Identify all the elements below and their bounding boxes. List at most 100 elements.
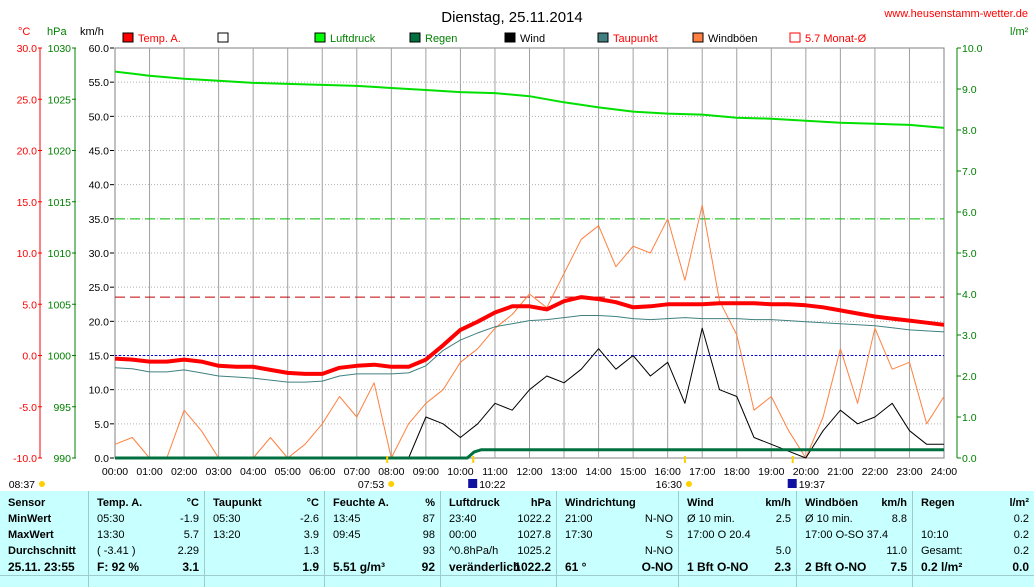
rain-tick-label: 2.0 — [962, 371, 977, 383]
stats-current: 2 Bft O-NO 7.5 — [797, 560, 913, 575]
pressure-tick-label: 1010 — [48, 248, 72, 260]
chart-legend: Temp. A. Luftdruck Regen Wind Taupunkt Windbö… — [122, 32, 867, 45]
stats-current: 1 Bft O-NO 2.3 — [679, 560, 797, 575]
wind-tick-label: 40.0 — [89, 180, 110, 192]
stats-row-label: 17:00 O 20.4 — [687, 529, 751, 541]
stats-row-value: N-NO — [644, 545, 673, 557]
stats-row-value: -2.6 — [300, 513, 319, 525]
x-tick-label: 09:00 — [413, 466, 439, 478]
stats-header: Windböen km/h — [797, 496, 913, 511]
temp-tick-label: 25.0 — [17, 94, 38, 106]
wind-tick-label: 55.0 — [89, 77, 110, 89]
stats-header-label: Wind — [687, 497, 714, 509]
legend-swatch — [314, 32, 326, 43]
stats-row-value: 87 — [422, 513, 435, 525]
sensor-header: Sensor — [8, 497, 46, 509]
stats-row: 23:40 1022.2 — [441, 512, 557, 527]
stats-row-label: 13:30 — [97, 529, 125, 541]
stats-row: ^0.8hPa/h 1025.2 — [441, 544, 557, 559]
temp-tick-label: 0.0 — [22, 351, 37, 363]
stats-row: ( -3.41 ) 2.29 — [89, 544, 205, 559]
x-tick-label: 01:00 — [136, 466, 162, 478]
stats-current-label: 5.51 g/m³ — [333, 560, 386, 574]
rain-tick-label: 7.0 — [962, 166, 977, 178]
stats-row: 13:30 5.7 — [89, 528, 205, 543]
temp-tick-label: 20.0 — [17, 146, 38, 158]
stats-row: 0.2 — [913, 512, 1034, 527]
stats-column-feuchte: Feuchte A.% 13:45 87 09:45 98 93 5.51 g/m³ 92 — [324, 491, 441, 587]
stats-current-label: 0.2 l/m² — [921, 560, 963, 574]
rain-tick-label: 1.0 — [962, 412, 977, 424]
sensor-column: Sensor MinWert MaxWert Durchschnitt 25.1… — [0, 491, 88, 587]
x-tick-label: 02:00 — [171, 466, 197, 478]
stats-column-windrichtung: Windrichtung 21:00 N-NO 17:30 S N-NO 61 ° O-NO — [556, 491, 679, 587]
max-label: MaxWert — [8, 529, 54, 541]
stats-current-value: 1.9 — [302, 560, 319, 574]
legend-label: 5.7 Monat-Ø — [805, 33, 867, 45]
stats-header-value: °C — [186, 497, 199, 509]
moon-icon — [787, 479, 797, 488]
stats-header-value: hPa — [530, 497, 551, 509]
stats-row-label: 00:00 — [449, 529, 477, 541]
stats-current: veränderlich 1022.2 — [441, 560, 557, 575]
wind-tick-label: 25.0 — [89, 282, 110, 294]
stats-row: 17:30 S — [557, 528, 679, 543]
sun-moon-events: 08:37 07:53 10:22 16:30 19:37 — [9, 456, 825, 491]
moon-time-label: 19:37 — [799, 479, 825, 491]
stats-current-value: 7.5 — [890, 560, 907, 574]
stats-current-value: 3.1 — [182, 560, 199, 574]
stats-row: 05:30 -2.6 — [205, 512, 325, 527]
stats-current-value: 1022.2 — [514, 560, 551, 574]
pressure-tick-label: 1030 — [48, 43, 72, 55]
moon-icon — [468, 479, 478, 488]
stats-row-value: 0.2 — [1013, 529, 1029, 541]
pressure-tick-label: 995 — [53, 402, 71, 414]
stats-row: Gesamt: 0.2 — [913, 544, 1034, 559]
legend-label: Regen — [425, 33, 457, 45]
temp-unit-label: °C — [18, 26, 30, 38]
stats-column-wind: Wind km/h Ø 10 min. 2.5 17:00 O 20.4 5.0 1 Bft… — [678, 491, 797, 587]
rain-tick-label: 6.0 — [962, 207, 977, 219]
sun-icon — [685, 481, 692, 487]
stats-row-label: 05:30 — [213, 513, 241, 525]
stats-row-label: 17:30 — [565, 529, 593, 541]
rain-tick-label: 8.0 — [962, 125, 977, 137]
pressure-tick-label: 1020 — [48, 146, 72, 158]
stats-current: 5.51 g/m³ 92 — [325, 560, 441, 575]
x-tick-label: 18:00 — [724, 466, 750, 478]
stats-row-label: 23:40 — [449, 513, 477, 525]
series-line-regen — [115, 448, 944, 460]
stats-panel: Sensor MinWert MaxWert Durchschnitt 25.1… — [0, 491, 1034, 587]
stats-column-temp: Temp. A. °C 05:30 -1.9 13:30 5.7 ( -3.41 ) 2.29… — [88, 491, 205, 587]
wind-tick-label: 30.0 — [89, 248, 110, 260]
x-tick-label: 04:00 — [240, 466, 266, 478]
stats-column-regen: Regen l/m² 0.2 10:10 0.2 Gesamt: 0.2 0.2 l/m² 0.… — [912, 491, 1034, 587]
stats-current: 61 ° O-NO — [557, 560, 679, 575]
stats-row: 17:00 O 20.4 — [679, 528, 797, 543]
x-tick-label: 21:00 — [827, 466, 853, 478]
stats-row: 93 — [325, 544, 441, 559]
pressure-tick-label: 990 — [53, 453, 71, 465]
stats-row-label: 13:45 — [333, 513, 361, 525]
stats-current-label: veränderlich — [449, 560, 521, 574]
rain-unit-label: l/m² — [1010, 26, 1029, 38]
stats-row: 17:00 O-SO 37.4 — [797, 528, 913, 543]
temp-tick-label: 15.0 — [17, 197, 38, 209]
wind-tick-label: 45.0 — [89, 146, 110, 158]
pressure-tick-label: 1005 — [48, 299, 72, 311]
stats-row-value: 0.2 — [1013, 513, 1029, 525]
stats-current-label: 2 Bft O-NO — [805, 560, 867, 574]
avg-label: Durchschnitt — [8, 545, 76, 557]
website-label: www.heusenstamm-wetter.de — [883, 8, 1028, 20]
temp-tick-label: -5.0 — [19, 402, 37, 414]
wind-tick-label: 15.0 — [89, 351, 110, 363]
temp-tick-label: -10.0 — [13, 453, 37, 465]
stats-row-label: 10:10 — [921, 529, 949, 541]
stats-row-value: 1027.8 — [517, 529, 551, 541]
stats-header-value: km/h — [881, 497, 907, 509]
stats-row: N-NO — [557, 544, 679, 559]
stats-row-value: 2.29 — [177, 545, 199, 557]
x-tick-label: 08:00 — [378, 466, 404, 478]
x-tick-label: 05:00 — [275, 466, 301, 478]
pressure-tick-label: 1025 — [48, 94, 72, 106]
